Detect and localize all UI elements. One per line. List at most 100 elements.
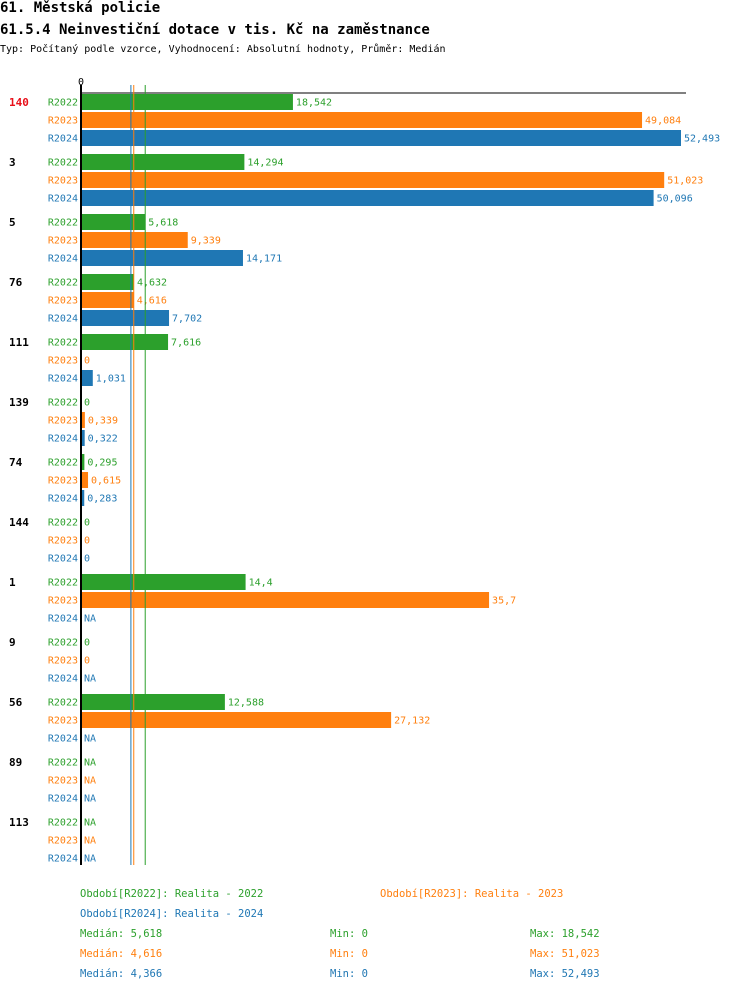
- group-label: 3: [9, 156, 16, 169]
- series-label: R2024: [48, 614, 78, 625]
- value-label: 0: [84, 656, 90, 667]
- series-label: R2024: [48, 554, 78, 565]
- series-label: R2022: [48, 338, 78, 349]
- series-label: R2022: [48, 578, 78, 589]
- series-label: R2024: [48, 434, 78, 445]
- bar: [81, 292, 134, 308]
- series-label: R2022: [48, 698, 78, 709]
- group-label: 144: [9, 516, 29, 529]
- group-label: 74: [9, 456, 23, 469]
- series-label: R2024: [48, 854, 78, 865]
- series-label: R2022: [48, 518, 78, 529]
- value-label: 14,4: [249, 578, 273, 589]
- bar: [81, 370, 93, 386]
- value-label: 51,023: [667, 176, 703, 187]
- value-label: 0,339: [88, 416, 118, 427]
- value-label: 0: [84, 356, 90, 367]
- series-label: R2023: [48, 296, 78, 307]
- bar: [81, 94, 293, 110]
- bar: [81, 712, 392, 728]
- bar: [81, 694, 225, 710]
- series-label: R2023: [48, 776, 78, 787]
- series-label: R2024: [48, 794, 78, 805]
- min-r2024: Min: 0: [330, 968, 368, 980]
- value-label: 14,171: [246, 254, 282, 265]
- bar: [81, 334, 169, 350]
- value-label: NA: [84, 734, 96, 745]
- bar: [81, 214, 146, 230]
- min-r2023: Min: 0: [330, 948, 368, 960]
- median-r2023: Medián: 4,616: [80, 948, 163, 960]
- series-label: R2023: [48, 416, 78, 427]
- axis-zero-label: 0: [78, 77, 84, 88]
- legend-r2023: Období[R2023]: Realita - 2023: [380, 888, 564, 900]
- value-label: 0,283: [87, 494, 117, 505]
- series-label: R2022: [48, 278, 78, 289]
- bar: [81, 250, 243, 266]
- value-label: 0: [84, 554, 90, 565]
- value-label: NA: [84, 854, 96, 865]
- chart-info: Typ: Počítaný podle vzorce, Vyhodnocení:…: [0, 44, 446, 55]
- value-label: 9,339: [191, 236, 221, 247]
- value-label: 35,7: [492, 596, 516, 607]
- value-label: NA: [84, 776, 96, 787]
- value-label: 0: [84, 638, 90, 649]
- group-label: 5: [9, 216, 16, 229]
- group-label: 9: [9, 636, 16, 649]
- bar: [81, 574, 246, 590]
- bar: [81, 112, 643, 128]
- legend-r2022: Období[R2022]: Realita - 2022: [80, 888, 264, 900]
- series-label: R2022: [48, 818, 78, 829]
- value-label: 50,096: [657, 194, 693, 205]
- bar: [81, 592, 490, 608]
- group-label: 139: [9, 396, 29, 409]
- series-label: R2022: [48, 218, 78, 229]
- bar: [81, 310, 170, 326]
- value-label: NA: [84, 674, 96, 685]
- group-label: 113: [9, 816, 29, 829]
- value-label: NA: [84, 614, 96, 625]
- max-r2024: Max: 52,493: [530, 968, 600, 980]
- bar-chart: 0 140 R2022 18,542 R2023 49,084 R2024 52,493 3 R2…: [9, 77, 720, 865]
- value-label: 18,542: [296, 98, 332, 109]
- bar: [81, 454, 85, 470]
- series-label: R2023: [48, 476, 78, 487]
- value-label: 27,132: [394, 716, 430, 727]
- value-label: 12,588: [228, 698, 264, 709]
- page-title: 61. Městská policie: [0, 0, 161, 16]
- series-label: R2024: [48, 374, 78, 385]
- bar: [81, 490, 85, 506]
- value-label: 0: [84, 518, 90, 529]
- series-label: R2023: [48, 236, 78, 247]
- max-r2022: Max: 18,542: [530, 928, 600, 940]
- series-label: R2023: [48, 596, 78, 607]
- min-r2022: Min: 0: [330, 928, 368, 940]
- bar: [81, 232, 188, 248]
- series-label: R2023: [48, 356, 78, 367]
- bar: [81, 190, 654, 206]
- series-label: R2022: [48, 98, 78, 109]
- series-label: R2023: [48, 176, 78, 187]
- value-label: 0,295: [87, 458, 117, 469]
- group-label: 140: [9, 96, 29, 109]
- value-label: 4,632: [137, 278, 167, 289]
- value-label: 49,084: [645, 116, 681, 127]
- value-label: 52,493: [684, 134, 720, 145]
- series-label: R2024: [48, 674, 78, 685]
- series-label: R2024: [48, 734, 78, 745]
- group-label: 111: [9, 336, 29, 349]
- max-r2023: Max: 51,023: [530, 948, 600, 960]
- value-label: NA: [84, 758, 96, 769]
- series-label: R2024: [48, 254, 78, 265]
- series-label: R2024: [48, 314, 78, 325]
- bar: [81, 154, 245, 170]
- bar: [81, 274, 134, 290]
- series-label: R2024: [48, 194, 78, 205]
- series-label: R2023: [48, 836, 78, 847]
- series-label: R2023: [48, 656, 78, 667]
- value-label: 14,294: [247, 158, 283, 169]
- chart-title: 61.5.4 Neinvestiční dotace v tis. Kč na …: [0, 22, 430, 38]
- series-label: R2024: [48, 134, 78, 145]
- legend-r2024: Období[R2024]: Realita - 2024: [80, 908, 264, 920]
- group-label: 76: [9, 276, 23, 289]
